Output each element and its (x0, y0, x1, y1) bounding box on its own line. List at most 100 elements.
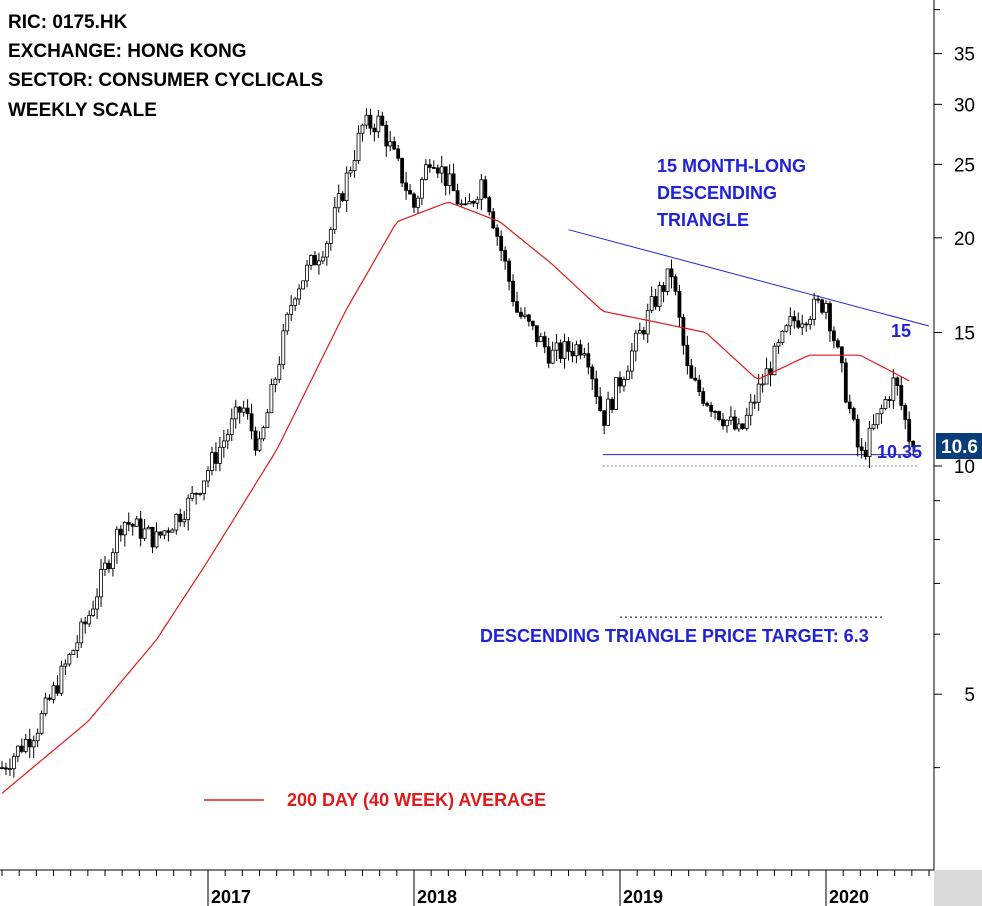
candle-body-up (344, 172, 349, 202)
time-axis-minor-ticks (1, 870, 930, 876)
candle-body-down (768, 368, 773, 376)
candle-body-down (792, 316, 797, 322)
candle-body-down (107, 562, 111, 569)
candle-body-down (392, 141, 397, 150)
candle-body-up (59, 665, 64, 694)
time-axis: 2017 2018 2019 2020 (0, 869, 982, 906)
exchange-label: EXCHANGE: HONG KONG (8, 41, 247, 62)
candle-body-down (816, 298, 820, 301)
candle-body-down (511, 280, 515, 302)
candle-body-up (11, 755, 16, 769)
candle-body-up (439, 166, 444, 174)
candle-body-up (142, 528, 147, 539)
candle-body-up (629, 350, 634, 372)
candle-body-down (835, 340, 840, 348)
candle-body-down (693, 377, 698, 381)
candle-body-up (186, 497, 191, 521)
candle-body-down (340, 193, 345, 202)
candle-body-up (43, 697, 48, 714)
candle-body-down (166, 530, 171, 533)
candle-body-up (198, 493, 202, 495)
candle-body-up (808, 319, 813, 326)
candle-body-down (368, 114, 373, 129)
candle-body-up (51, 685, 56, 700)
candle-body-up (780, 330, 785, 343)
candle-body-up (8, 768, 12, 770)
candle-body-down (851, 408, 856, 420)
candle-body-up (332, 207, 337, 230)
candle-body-up (217, 446, 222, 464)
last-price-value: 10.6 (941, 437, 978, 458)
candle-body-down (717, 411, 721, 420)
candle-body-up (875, 413, 880, 426)
candle-body-up (744, 414, 749, 429)
candle-body-down (158, 531, 163, 536)
candle-body-down (855, 418, 860, 448)
candle-body-down (431, 167, 436, 169)
candle-body-up (812, 298, 817, 320)
candle-body-down (863, 449, 868, 457)
candle-body-down (55, 685, 60, 694)
candle-body-down (685, 344, 690, 367)
candle-body-up (649, 296, 654, 311)
candle-body-down (673, 276, 678, 292)
candle-body-down (681, 316, 686, 346)
scale-label: WEEKLY SCALE (8, 100, 157, 121)
candle-body-down (713, 410, 717, 413)
candle-body-up (614, 377, 618, 410)
candle-body-down (253, 430, 258, 451)
candle-body-down (384, 124, 389, 147)
candle-body-down (463, 203, 468, 206)
candle-body-down (618, 377, 622, 387)
candle-body-up (174, 513, 179, 531)
candle-body-up (99, 569, 103, 598)
candle-body-up (376, 115, 381, 133)
candle-body-down (911, 440, 916, 448)
candle-body-down (570, 351, 575, 357)
price-tick-label-10: 10 (954, 457, 975, 478)
candle-body-up (550, 349, 555, 364)
candle-body-down (534, 325, 539, 343)
candle-body-up (79, 621, 84, 644)
sector-label: SECTOR: CONSUMER CYCLICALS (8, 70, 323, 91)
candle-body-up (71, 650, 76, 655)
candle-body-up (736, 423, 741, 430)
candle-body-down (194, 492, 199, 495)
candle-body-down (907, 419, 912, 442)
candle-body-up (277, 364, 282, 380)
candle-body-up (39, 713, 44, 734)
candle-body-down (820, 299, 824, 313)
candle-body-up (146, 526, 151, 530)
candle-body-down (400, 157, 405, 184)
candle-body-up (285, 313, 290, 332)
year-label-2017: 2017 (211, 887, 251, 906)
candle-body-up (134, 518, 139, 527)
candle-body-down (499, 235, 504, 251)
candle-body-up (221, 440, 226, 448)
candle-body-up (317, 260, 321, 266)
candle-body-up (114, 528, 119, 554)
candle-body-up (633, 332, 638, 352)
price-tick-label-15: 15 (954, 324, 975, 345)
candle-body-down (653, 296, 658, 307)
last-price-badge: 10.6 (936, 433, 982, 459)
candle-body-up (281, 330, 286, 366)
candle-body-up (336, 193, 341, 209)
candle-body-up (35, 732, 40, 742)
descending-trendline-path (568, 229, 930, 327)
candle-body-up (328, 229, 333, 244)
candle-body-up (459, 203, 464, 206)
candle-body-down (566, 341, 571, 352)
candle-body-down (697, 379, 702, 393)
candle-body-up (883, 399, 888, 409)
candle-body-up (87, 615, 92, 625)
candle-body-down (740, 423, 745, 429)
ma-legend: 200 DAY (40 WEEK) AVERAGE (204, 790, 546, 810)
price-tick-label-20: 20 (954, 229, 975, 250)
resistance-label: 15 (891, 321, 911, 341)
candle-body-up (170, 529, 175, 533)
candle-body-down (455, 190, 460, 205)
candle-body-down (19, 745, 24, 752)
candle-body-up (233, 406, 238, 420)
